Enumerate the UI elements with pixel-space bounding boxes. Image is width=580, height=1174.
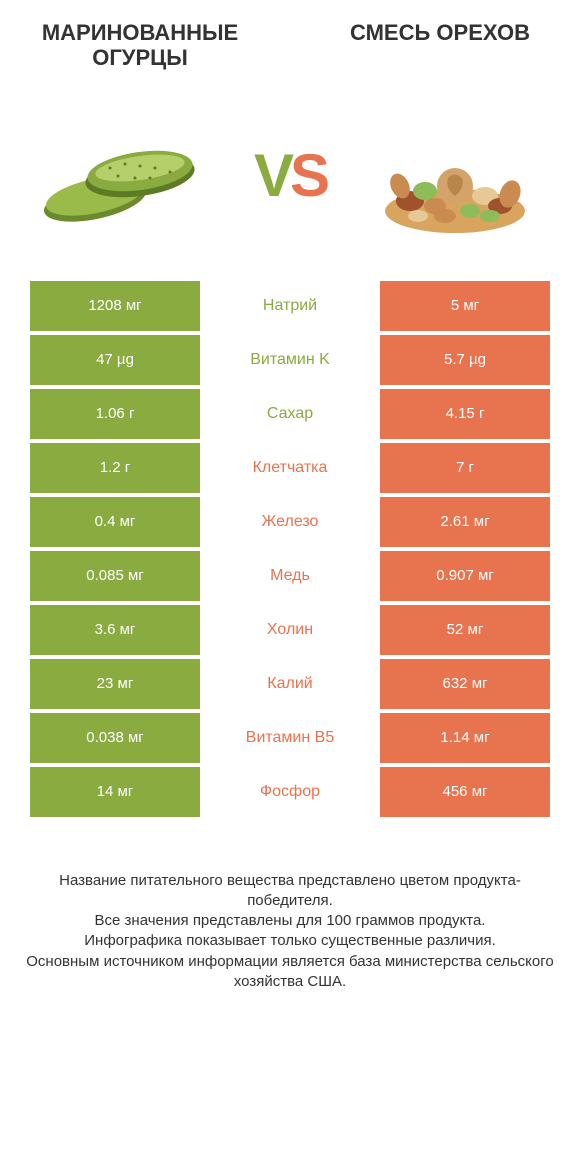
table-row: 14 мгФосфор456 мг	[30, 767, 550, 817]
left-value: 0.038 мг	[30, 713, 200, 763]
image-row: VS	[0, 81, 580, 281]
table-row: 23 мгКалий632 мг	[30, 659, 550, 709]
right-value: 4.15 г	[380, 389, 550, 439]
right-value: 2.61 мг	[380, 497, 550, 547]
vs-v: V	[254, 142, 290, 209]
footer-line: Инфографика показывает только существенн…	[25, 931, 555, 951]
nutrient-label: Натрий	[200, 281, 380, 331]
right-value: 52 мг	[380, 605, 550, 655]
left-value: 1.2 г	[30, 443, 200, 493]
vs-label: VS	[254, 141, 326, 210]
table-row: 1.06 гСахар4.15 г	[30, 389, 550, 439]
footer-line: Название питательного вещества представл…	[25, 871, 555, 912]
right-value: 5.7 µg	[380, 335, 550, 385]
pickles-image	[40, 106, 210, 246]
footer-line: Все значения представлены для 100 граммо…	[25, 911, 555, 931]
left-value: 14 мг	[30, 767, 200, 817]
nutrient-label: Витамин K	[200, 335, 380, 385]
nutrient-label: Клетчатка	[200, 443, 380, 493]
right-value: 1.14 мг	[380, 713, 550, 763]
table-row: 1208 мгНатрий5 мг	[30, 281, 550, 331]
nutrient-label: Фосфор	[200, 767, 380, 817]
header: МАРИНОВАННЫЕ ОГУРЦЫ СМЕСЬ ОРЕХОВ	[0, 0, 580, 81]
left-value: 23 мг	[30, 659, 200, 709]
nuts-image	[370, 106, 540, 246]
left-product-title: МАРИНОВАННЫЕ ОГУРЦЫ	[30, 20, 250, 71]
left-value: 0.085 мг	[30, 551, 200, 601]
right-value: 456 мг	[380, 767, 550, 817]
vs-s: S	[290, 142, 326, 209]
table-row: 0.085 мгМедь0.907 мг	[30, 551, 550, 601]
right-value: 5 мг	[380, 281, 550, 331]
left-value: 1208 мг	[30, 281, 200, 331]
left-value: 3.6 мг	[30, 605, 200, 655]
nutrient-label: Витамин B5	[200, 713, 380, 763]
nutrient-label: Калий	[200, 659, 380, 709]
nutrient-label: Сахар	[200, 389, 380, 439]
right-value: 7 г	[380, 443, 550, 493]
table-row: 0.4 мгЖелезо2.61 мг	[30, 497, 550, 547]
left-value: 47 µg	[30, 335, 200, 385]
right-value: 632 мг	[380, 659, 550, 709]
nutrient-label: Медь	[200, 551, 380, 601]
nutrient-label: Железо	[200, 497, 380, 547]
right-value: 0.907 мг	[380, 551, 550, 601]
right-product-title: СМЕСЬ ОРЕХОВ	[330, 20, 550, 71]
left-value: 0.4 мг	[30, 497, 200, 547]
table-row: 3.6 мгХолин52 мг	[30, 605, 550, 655]
nutrient-label: Холин	[200, 605, 380, 655]
table-row: 0.038 мгВитамин B51.14 мг	[30, 713, 550, 763]
comparison-table: 1208 мгНатрий5 мг47 µgВитамин K5.7 µg1.0…	[0, 281, 580, 817]
footer-line: Основным источником информации является …	[25, 952, 555, 993]
footer-notes: Название питательного вещества представл…	[0, 821, 580, 993]
table-row: 47 µgВитамин K5.7 µg	[30, 335, 550, 385]
left-value: 1.06 г	[30, 389, 200, 439]
table-row: 1.2 гКлетчатка7 г	[30, 443, 550, 493]
